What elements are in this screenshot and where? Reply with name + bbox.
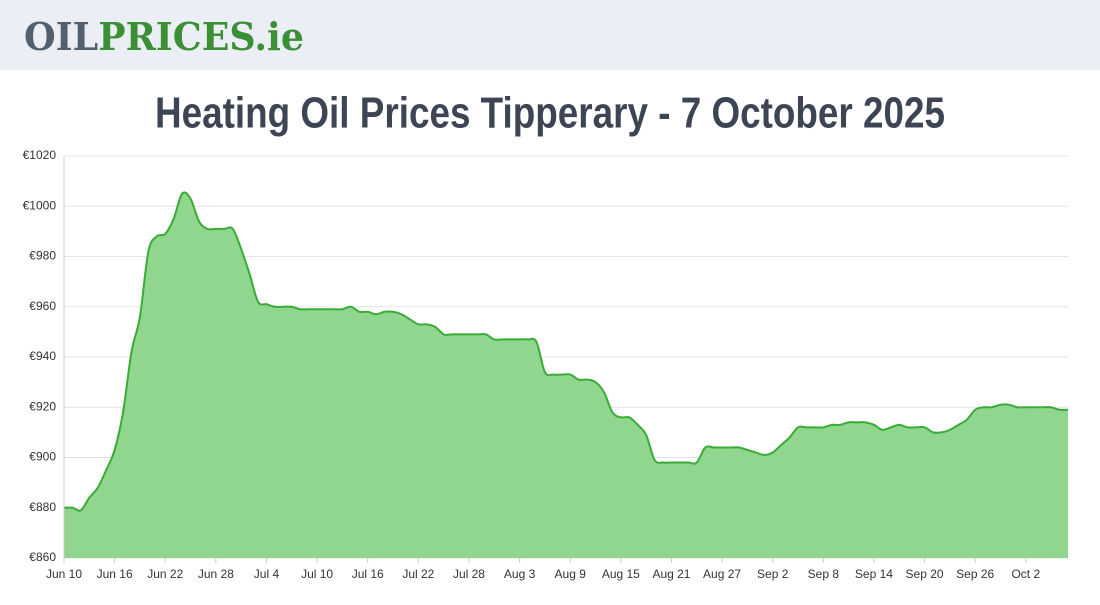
logo-part: OIL <box>24 14 98 59</box>
chart-title: Heating Oil Prices Tipperary - 7 October… <box>155 89 945 138</box>
y-tick-label: €880 <box>29 500 56 514</box>
x-tick-label: Jul 16 <box>352 567 384 581</box>
x-tick-label: Aug 15 <box>602 567 640 581</box>
x-tick-label: Aug 27 <box>703 567 741 581</box>
logo-part: PRICES.ie <box>98 14 304 59</box>
y-tick-label: €860 <box>29 550 56 564</box>
y-tick-label: €920 <box>29 399 56 413</box>
y-tick-label: €940 <box>29 349 56 363</box>
x-tick-label: Sep 2 <box>757 567 789 581</box>
x-tick-label: Jul 4 <box>254 567 280 581</box>
y-tick-label: €980 <box>29 249 56 263</box>
x-tick-label: Jun 16 <box>97 567 133 581</box>
x-tick-label: Jun 28 <box>198 567 234 581</box>
x-tick-label: Sep 26 <box>956 567 994 581</box>
x-tick-label: Sep 8 <box>808 567 840 581</box>
y-tick-label: €1000 <box>23 198 57 212</box>
x-tick-label: Jun 10 <box>46 567 82 581</box>
x-tick-label: Jul 10 <box>301 567 333 581</box>
x-tick-label: Jun 22 <box>147 567 183 581</box>
x-tick-label: Sep 14 <box>855 567 893 581</box>
header-bar <box>0 0 1100 70</box>
x-tick-label: Sep 20 <box>906 567 944 581</box>
x-tick-label: Aug 9 <box>555 567 587 581</box>
x-tick-label: Jul 28 <box>453 567 485 581</box>
price-line <box>63 191 1069 512</box>
y-tick-label: €900 <box>29 450 56 464</box>
x-tick-label: Aug 21 <box>652 567 690 581</box>
y-tick-label: €1020 <box>23 148 57 162</box>
x-tick-label: Oct 2 <box>1011 567 1040 581</box>
x-tick-label: Jul 22 <box>402 567 434 581</box>
x-tick-label: Aug 3 <box>504 567 536 581</box>
logo[interactable]: OILPRICES.ie <box>24 14 304 59</box>
y-tick-label: €960 <box>29 299 56 313</box>
